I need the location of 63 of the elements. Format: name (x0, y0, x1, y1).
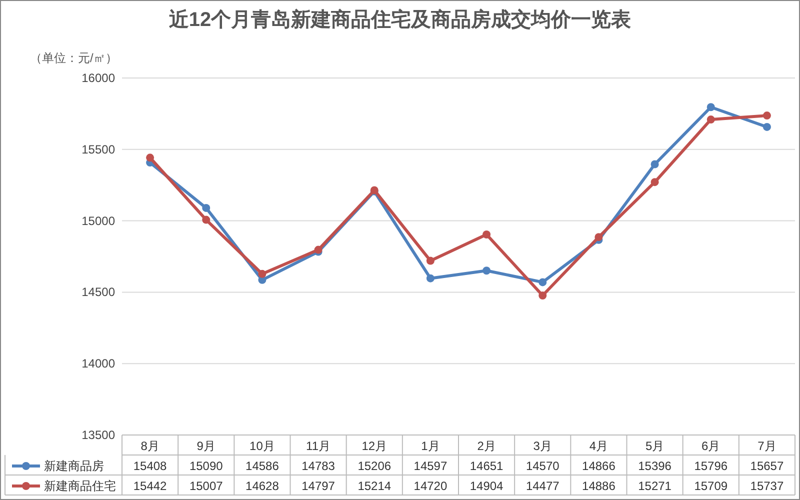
y-tick-label: 14500 (82, 285, 116, 300)
point (762, 112, 771, 120)
data-label: 14783 (302, 459, 336, 473)
y-axis-title: （单位：元/㎡） (30, 51, 118, 65)
x-tick-label: 12月 (362, 439, 388, 453)
data-label: 15214 (358, 479, 392, 493)
x-tick-label: 3月 (533, 439, 552, 453)
x-tick-label: 4月 (589, 439, 608, 453)
data-label: 15442 (133, 479, 168, 493)
data-label: 15737 (750, 479, 784, 493)
data-label: 14628 (246, 479, 280, 493)
point (482, 266, 491, 275)
data-label: 15657 (750, 459, 784, 473)
x-tick-label: 2月 (477, 439, 496, 453)
data-label: 14886 (582, 479, 616, 493)
x-tick-label: 8月 (140, 439, 160, 453)
data-label: 15271 (638, 479, 672, 493)
data-label: 15396 (638, 459, 672, 473)
data-label: 14597 (414, 459, 448, 473)
y-tick-label: 14000 (82, 356, 116, 371)
point (650, 160, 659, 168)
point (146, 154, 154, 162)
data-label: 14866 (582, 459, 616, 473)
x-tick-label: 5月 (645, 439, 664, 453)
data-label: 15090 (189, 459, 224, 473)
legend-label: 新建商品房 (44, 459, 104, 473)
point (258, 270, 266, 278)
x-tick-label: 1月 (421, 439, 440, 453)
point (538, 278, 547, 286)
point (706, 116, 715, 124)
y-tick-label: 13500 (82, 428, 116, 442)
point (202, 216, 210, 224)
data-label: 14651 (470, 459, 504, 473)
chart-title: 近12个月青岛新建商品住宅及商品房成交均价一览表 (168, 8, 632, 31)
y-tick-label: 16000 (82, 71, 116, 85)
y-tick-label: 15500 (82, 142, 116, 156)
y-tick-label: 15000 (82, 214, 116, 228)
data-label: 15206 (358, 459, 392, 473)
data-label: 14720 (414, 479, 448, 493)
data-label: 15709 (694, 479, 728, 493)
data-label: 14586 (246, 459, 280, 473)
x-tick-label: 9月 (196, 439, 216, 453)
x-tick-label: 10月 (250, 439, 275, 453)
data-label: 15796 (694, 459, 728, 473)
point (202, 204, 210, 212)
data-label: 14570 (526, 459, 560, 473)
point (426, 274, 434, 282)
data-label: 14904 (470, 479, 504, 493)
data-label: 15408 (133, 459, 168, 473)
point (426, 256, 434, 265)
point (650, 178, 659, 186)
x-tick-label: 6月 (702, 439, 720, 453)
point (594, 233, 603, 242)
point (482, 230, 491, 239)
point (762, 122, 771, 131)
data-label: 15007 (189, 479, 224, 493)
point (706, 103, 715, 112)
data-label: 14797 (302, 479, 336, 493)
data-label: 14477 (526, 479, 560, 493)
point (538, 291, 547, 300)
x-tick-label: 7月 (758, 439, 776, 453)
x-tick-label: 11月 (306, 439, 331, 453)
legend-label: 新建商品住宅 (44, 479, 116, 493)
